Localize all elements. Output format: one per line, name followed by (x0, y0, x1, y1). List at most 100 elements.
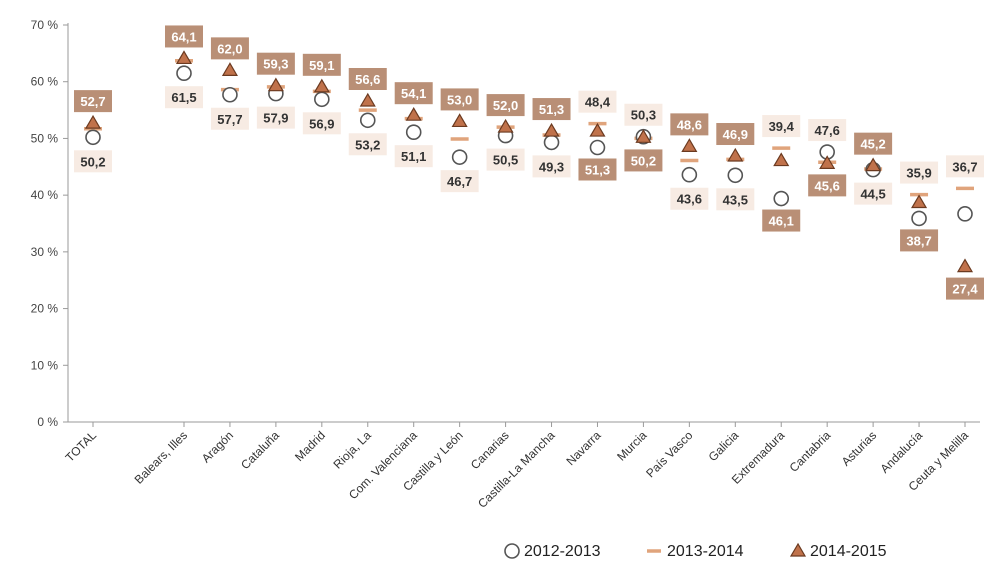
label-2012-2013-box (256, 106, 295, 129)
label-2014-2015-box (486, 94, 525, 117)
label-2014-2015: 54,1 (401, 86, 426, 101)
label-2014-2015: 45,6 (815, 178, 840, 193)
label-2012-2013-box (210, 107, 249, 130)
label-2012-2013: 57,9 (263, 111, 288, 126)
y-tick-label: 60 % (31, 75, 59, 89)
circle-2012-2013 (314, 91, 330, 108)
label-2014-2015-box (256, 52, 295, 75)
x-tick-label: Rioja, La (330, 428, 374, 472)
label-2012-2013-box (74, 150, 112, 173)
label-2012-2013: 61,5 (171, 90, 196, 105)
x-tick-label: Cantabria (787, 428, 834, 475)
legend-label-2012-2013: 2012-2013 (524, 543, 601, 560)
label-2012-2013: 50,3 (631, 108, 656, 123)
label-2012-2013-box (165, 86, 203, 109)
circle-2012-2013 (957, 206, 973, 222)
label-2012-2013: 57,7 (217, 112, 242, 127)
label-2014-2015: 52,0 (493, 98, 518, 113)
x-axis: TOTAL Balears, Illes Aragón Cataluña Madrid R… (63, 421, 980, 511)
circle-2012-2013 (589, 139, 606, 156)
triangle-2014-2015 (681, 138, 698, 152)
triangle-2014-2015 (589, 122, 606, 137)
circle-2012-2013 (176, 65, 192, 82)
label-2012-2013-box (900, 161, 939, 184)
triangle-2014-2015 (359, 92, 376, 107)
label-2014-2015: 59,1 (309, 58, 334, 73)
label-2012-2013-box (670, 187, 709, 210)
circle-2012-2013 (85, 129, 101, 146)
label-2012-2013-box (348, 133, 387, 156)
circle-2012-2013 (727, 167, 744, 184)
label-2014-2015-box (900, 229, 939, 252)
label-2012-2013: 53,2 (355, 137, 380, 152)
x-tick-label: Asturias (839, 428, 880, 469)
label-2014-2015-box (808, 174, 847, 197)
y-axis: 0 % 10 % 20 % 30 % 40 % 50 % 60 % 70 % (31, 18, 69, 429)
legend: 2012-2013 2013-2014 2014-2015 (504, 542, 887, 560)
label-2014-2015-box (578, 158, 617, 181)
label-2012-2013: 43,6 (677, 192, 702, 207)
label-2014-2015-box (348, 67, 387, 90)
label-2014-2015-box (670, 113, 709, 136)
label-2012-2013-box (394, 145, 433, 168)
label-2014-2015-box (854, 132, 893, 155)
label-2012-2013: 44,5 (860, 187, 885, 202)
label-2012-2013-box (854, 182, 893, 205)
triangle-2014-2015 (267, 77, 284, 92)
label-2012-2013: 51,1 (401, 149, 426, 164)
label-2012-2013: 50,2 (80, 154, 105, 169)
triangle-2014-2015 (956, 258, 974, 273)
chart-marks (84, 50, 974, 273)
label-2014-2015-box (302, 53, 341, 76)
label-2014-2015-box (440, 88, 479, 111)
label-2012-2013: 46,7 (447, 174, 472, 189)
y-tick-label: 10 % (31, 358, 59, 372)
y-tick-label: 20 % (31, 302, 59, 316)
label-2012-2013: 36,7 (952, 159, 977, 174)
label-2014-2015: 27,4 (952, 282, 978, 297)
circle-2012-2013 (911, 210, 927, 227)
y-tick-label: 30 % (31, 245, 59, 259)
x-tick-label: TOTAL (63, 428, 100, 465)
label-2012-2013-box (624, 103, 663, 126)
label-2014-2015: 50,2 (631, 153, 656, 168)
y-tick-label: 0 % (37, 415, 58, 429)
label-2012-2013: 47,6 (815, 123, 840, 138)
circle-2012-2013 (222, 86, 238, 103)
x-tick-label: Balears, Illes (132, 428, 190, 486)
label-2012-2013: 50,5 (493, 153, 518, 168)
x-tick-label: Andalucía (878, 428, 926, 476)
x-tick-label: Canarias (468, 428, 512, 472)
label-2014-2015-box (532, 98, 571, 121)
x-tick-label: Murcia (614, 428, 650, 464)
label-2014-2015-box (210, 37, 249, 60)
label-2014-2015: 45,2 (860, 137, 885, 152)
label-2012-2013: 39,4 (769, 119, 795, 134)
label-2014-2015: 46,9 (723, 127, 748, 142)
label-2014-2015: 38,7 (906, 233, 931, 248)
label-2014-2015: 52,7 (80, 94, 105, 109)
legend-circle-icon (504, 543, 520, 559)
y-tick-label: 40 % (31, 188, 59, 202)
y-tick-label: 50 % (31, 131, 59, 145)
triangle-2014-2015 (84, 114, 102, 129)
label-2014-2015: 62,0 (217, 41, 242, 56)
label-2012-2013-box (532, 155, 571, 178)
label-2012-2013: 49,3 (539, 159, 564, 174)
triangle-2014-2015 (543, 122, 560, 137)
label-2014-2015: 51,3 (585, 163, 610, 178)
label-2014-2015-box (74, 90, 112, 113)
label-2012-2013-box (762, 115, 801, 138)
data-labels: 52,7 50,2 64,1 61,5 62,0 57,7 59,3 57,9 59,1 56,9… (74, 25, 984, 300)
circle-2012-2013 (543, 134, 560, 151)
x-tick-label: Madrid (292, 428, 328, 464)
label-2012-2013-box (716, 188, 755, 211)
label-2012-2013: 56,9 (309, 116, 334, 131)
circle-2012-2013 (405, 124, 422, 140)
legend-label-2013-2014: 2013-2014 (667, 543, 744, 560)
label-2014-2015-box (762, 209, 801, 232)
label-2014-2015: 48,6 (677, 117, 702, 132)
label-2012-2013-box (578, 90, 617, 113)
triangle-2014-2015 (221, 62, 238, 76)
